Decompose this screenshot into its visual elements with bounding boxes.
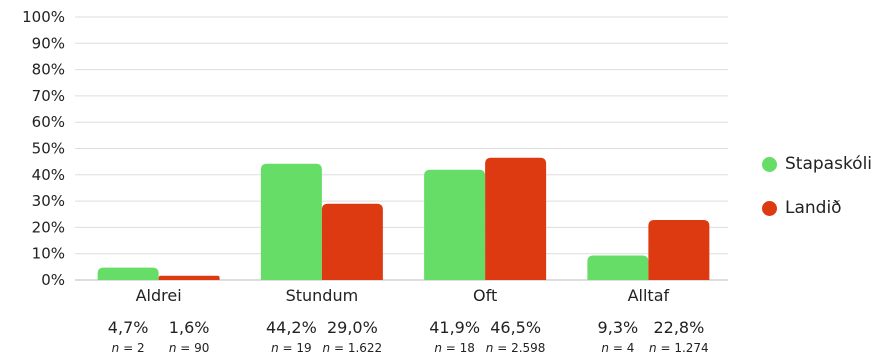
bar <box>648 220 710 280</box>
bar <box>587 255 649 280</box>
category-label: Alltaf <box>628 286 670 305</box>
y-tick-label: 10% <box>32 245 65 263</box>
y-tick-label: 0% <box>41 271 65 289</box>
legend-item-landid: Landið <box>762 196 872 220</box>
legend-swatch-stapaskoli <box>762 156 777 172</box>
n-label: n = 18 <box>434 341 475 355</box>
legend-label-stapaskoli: Stapaskóli <box>785 154 873 174</box>
n-label: n = 2 <box>112 341 145 355</box>
bar <box>158 275 220 280</box>
n-label: n = 2.598 <box>486 341 546 355</box>
value-labels: 4,7% 1,6% 44,2% 29,0% 41,9% 46,5% 9,3% 22,8% <box>108 318 704 337</box>
y-tick-label: 100% <box>22 8 65 26</box>
bar <box>424 169 486 280</box>
y-tick-label: 20% <box>32 218 65 236</box>
n-label: n = 1.274 <box>649 341 709 355</box>
value-label: 9,3% <box>598 318 639 337</box>
y-tick-label: 70% <box>32 87 65 105</box>
gridlines <box>75 16 728 281</box>
n-label: n = 1.622 <box>323 341 383 355</box>
value-label: 46,5% <box>490 318 541 337</box>
bar <box>260 163 322 280</box>
category-label: Aldrei <box>136 286 182 305</box>
bar <box>321 203 383 280</box>
y-tick-label: 40% <box>32 166 65 184</box>
bars <box>97 157 710 280</box>
n-labels: n = 2 n = 90 n = 19 n = 1.622 n = 18 n = 2.59… <box>112 341 709 355</box>
value-label: 1,6% <box>169 318 210 337</box>
category-label: Oft <box>473 286 497 305</box>
value-label: 41,9% <box>429 318 480 337</box>
y-axis-ticks: 0% 10% 20% 30% 40% 50% 60% 70% 80% 90% 100% <box>22 8 65 289</box>
n-label: n = 90 <box>169 341 210 355</box>
y-tick-label: 80% <box>32 61 65 79</box>
value-label: 44,2% <box>266 318 317 337</box>
bar <box>97 267 159 280</box>
value-label: 4,7% <box>108 318 149 337</box>
n-label: n = 4 <box>601 341 634 355</box>
legend-swatch-landid <box>762 200 777 216</box>
value-label: 22,8% <box>653 318 704 337</box>
legend-label-landid: Landið <box>785 198 842 218</box>
legend-item-stapaskoli: Stapaskóli <box>762 152 872 176</box>
y-tick-label: 60% <box>32 113 65 131</box>
category-labels: Aldrei Stundum Oft Alltaf <box>136 286 670 305</box>
legend: Stapaskóli Landið <box>762 152 872 240</box>
bar <box>485 157 547 280</box>
category-label: Stundum <box>286 286 359 305</box>
value-label: 29,0% <box>327 318 378 337</box>
y-tick-label: 50% <box>32 140 65 158</box>
y-tick-label: 30% <box>32 192 65 210</box>
n-label: n = 19 <box>271 341 312 355</box>
y-tick-label: 90% <box>32 34 65 52</box>
